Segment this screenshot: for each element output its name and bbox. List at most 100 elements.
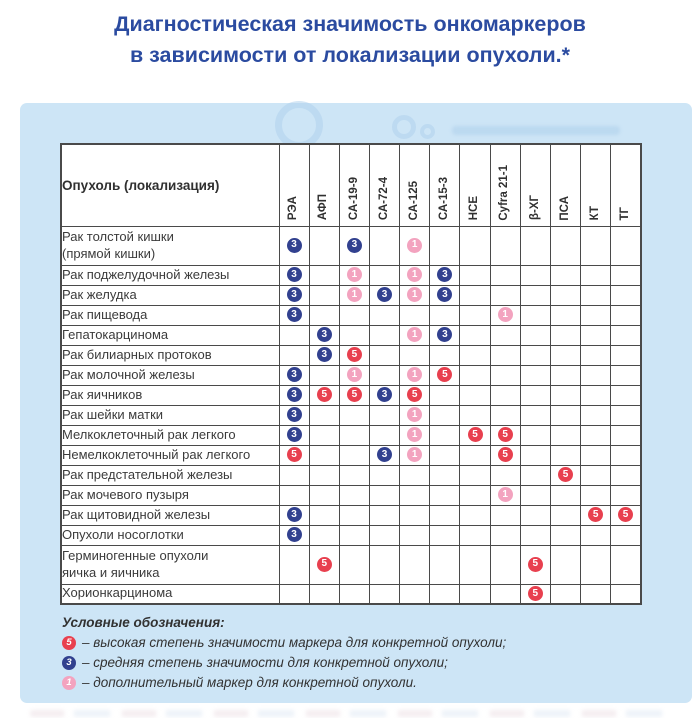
table-row: Немелкоклеточный рак легкого 5 3 1 5 bbox=[60, 444, 642, 466]
marker-cell-ПСА bbox=[549, 364, 582, 386]
marker-cell-СА-72-4 bbox=[368, 225, 401, 266]
marker-cell-КТ bbox=[580, 544, 612, 585]
marker-cell-СА-15-3 bbox=[429, 304, 461, 326]
column-header-АФП: АФП bbox=[308, 143, 340, 227]
marker-circle-5: 5 bbox=[588, 507, 604, 523]
marker-circle-1: 1 bbox=[407, 267, 423, 283]
marker-circle-3: 3 bbox=[62, 655, 76, 670]
column-header-Cyfra 21-1: Cyfra 21-1 bbox=[489, 143, 521, 227]
marker-cell-Cyfra 21-1: 5 bbox=[489, 444, 521, 466]
marker-cell-СА-15-3 bbox=[429, 444, 461, 466]
marker-cell-β-ХГ bbox=[519, 225, 551, 266]
column-header-β-ХГ: β-ХГ bbox=[519, 143, 551, 227]
marker-cell-СА-15-3 bbox=[429, 544, 461, 585]
marker-cell-Cyfra 21-1 bbox=[489, 264, 521, 286]
marker-cell-РЭА: 3 bbox=[278, 225, 310, 266]
marker-cell-СА-15-3 bbox=[429, 464, 461, 486]
marker-circle-3: 3 bbox=[346, 237, 362, 253]
marker-circle-3: 3 bbox=[316, 327, 332, 343]
tumor-label: Рак толстой кишки (прямой кишки) bbox=[60, 225, 280, 266]
marker-cell-Cyfra 21-1: 1 bbox=[489, 304, 521, 326]
marker-cell-β-ХГ bbox=[519, 264, 551, 286]
marker-cell-ПСА bbox=[549, 544, 582, 585]
marker-cell-СА-72-4 bbox=[368, 484, 401, 506]
marker-cell-КТ bbox=[580, 404, 612, 426]
marker-cell-СА-15-3: 3 bbox=[429, 284, 461, 306]
marker-cell-СА-72-4 bbox=[368, 304, 401, 326]
marker-circle-5: 5 bbox=[346, 387, 362, 403]
marker-cell-ТГ bbox=[610, 344, 642, 366]
marker-cell-НСЕ bbox=[459, 583, 491, 605]
marker-circle-5: 5 bbox=[286, 447, 302, 463]
marker-cell-НСЕ bbox=[459, 524, 491, 546]
marker-cell-ПСА bbox=[549, 404, 582, 426]
legend-item: 5 – высокая степень значимости маркера дл… bbox=[62, 635, 622, 650]
marker-cell-СА-125: 1 bbox=[399, 364, 431, 386]
marker-cell-Cyfra 21-1 bbox=[489, 384, 521, 406]
table-row: Рак щитовидной железы 3 5 5 bbox=[60, 504, 642, 526]
marker-cell-Cyfra 21-1 bbox=[489, 404, 521, 426]
marker-circle-5: 5 bbox=[407, 387, 423, 403]
table-row: Мелкоклеточный рак легкого 3 1 5 5 bbox=[60, 424, 642, 446]
marker-circle-3: 3 bbox=[437, 327, 453, 343]
marker-cell-СА-19-9: 1 bbox=[338, 264, 370, 286]
marker-cell-НСЕ bbox=[459, 324, 491, 346]
marker-circle-1: 1 bbox=[407, 447, 423, 463]
marker-cell-СА-72-4 bbox=[368, 264, 401, 286]
page-title-line1: Диагностическая значимость онкомаркеров bbox=[114, 12, 586, 36]
marker-cell-СА-125 bbox=[399, 504, 431, 526]
marker-cell-СА-125: 1 bbox=[399, 264, 431, 286]
marker-cell-КТ bbox=[580, 583, 612, 605]
marker-cell-АФП bbox=[308, 504, 340, 526]
marker-cell-РЭА bbox=[278, 344, 310, 366]
marker-circle-3: 3 bbox=[377, 287, 393, 303]
tumor-label: Опухоли носоглотки bbox=[60, 524, 280, 546]
marker-cell-НСЕ bbox=[459, 364, 491, 386]
table-row: Герминогенные опухоли яичка и яичника 5 5 bbox=[60, 544, 642, 585]
marker-cell-ТГ bbox=[610, 524, 642, 546]
column-header-label: Cyfra 21-1 bbox=[498, 164, 511, 221]
marker-cell-РЭА bbox=[278, 324, 310, 346]
marker-cell-АФП bbox=[308, 404, 340, 426]
marker-cell-СА-72-4 bbox=[368, 464, 401, 486]
marker-circle-1: 1 bbox=[497, 307, 513, 323]
marker-cell-РЭА bbox=[278, 464, 310, 486]
marker-cell-НСЕ bbox=[459, 504, 491, 526]
marker-cell-ТГ bbox=[610, 484, 642, 506]
marker-cell-СА-19-9 bbox=[338, 583, 370, 605]
column-header-РЭА: РЭА bbox=[278, 143, 310, 227]
marker-cell-Cyfra 21-1 bbox=[489, 583, 521, 605]
marker-cell-ПСА bbox=[549, 304, 582, 326]
marker-cell-СА-72-4 bbox=[368, 524, 401, 546]
marker-cell-Cyfra 21-1 bbox=[489, 544, 521, 585]
header-row: Опухоль (локализация) РЭА АФП СА-19-9 СА-72-… bbox=[60, 143, 642, 227]
table-row: Рак молочной железы 3 1 1 5 bbox=[60, 364, 642, 386]
marker-cell-СА-125 bbox=[399, 344, 431, 366]
table-row: Рак пищевода 3 1 bbox=[60, 304, 642, 326]
marker-cell-СА-19-9 bbox=[338, 504, 370, 526]
marker-cell-ПСА bbox=[549, 444, 582, 466]
legend: Условные обозначения: 5 – высокая степень… bbox=[62, 615, 622, 690]
marker-cell-АФП: 3 bbox=[308, 324, 340, 346]
marker-circle-1: 1 bbox=[497, 487, 513, 503]
marker-cell-СА-19-9 bbox=[338, 484, 370, 506]
marker-cell-СА-15-3 bbox=[429, 504, 461, 526]
marker-cell-СА-15-3: 3 bbox=[429, 264, 461, 286]
scan-artifact bbox=[30, 710, 670, 717]
column-header-label: СА-125 bbox=[407, 181, 420, 221]
marker-cell-КТ: 5 bbox=[580, 504, 612, 526]
marker-cell-АФП: 5 bbox=[308, 384, 340, 406]
marker-cell-СА-72-4 bbox=[368, 583, 401, 605]
marker-circle-3: 3 bbox=[286, 307, 302, 323]
marker-cell-β-ХГ bbox=[519, 344, 551, 366]
marker-cell-ПСА bbox=[549, 524, 582, 546]
marker-cell-РЭА: 3 bbox=[278, 284, 310, 306]
marker-circle-3: 3 bbox=[286, 527, 302, 543]
marker-cell-КТ bbox=[580, 324, 612, 346]
corner-header: Опухоль (локализация) bbox=[60, 143, 280, 227]
marker-cell-Cyfra 21-1: 1 bbox=[489, 484, 521, 506]
marker-cell-НСЕ bbox=[459, 284, 491, 306]
marker-cell-СА-15-3 bbox=[429, 225, 461, 266]
marker-cell-Cyfra 21-1 bbox=[489, 364, 521, 386]
